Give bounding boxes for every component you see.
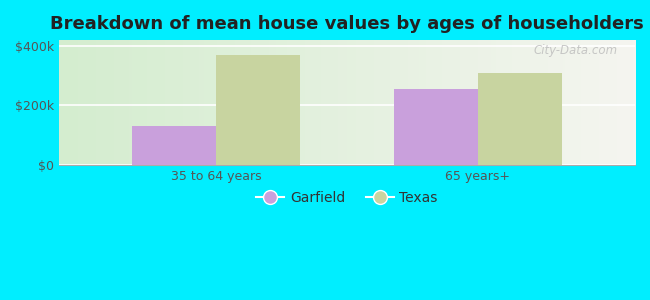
Title: Breakdown of mean house values by ages of householders: Breakdown of mean house values by ages o… <box>50 15 644 33</box>
Legend: Garfield, Texas: Garfield, Texas <box>251 185 443 210</box>
Text: City-Data.com: City-Data.com <box>534 44 618 57</box>
Bar <box>133 126 216 165</box>
Bar <box>216 55 300 165</box>
Bar <box>394 89 478 165</box>
Bar <box>478 73 562 165</box>
